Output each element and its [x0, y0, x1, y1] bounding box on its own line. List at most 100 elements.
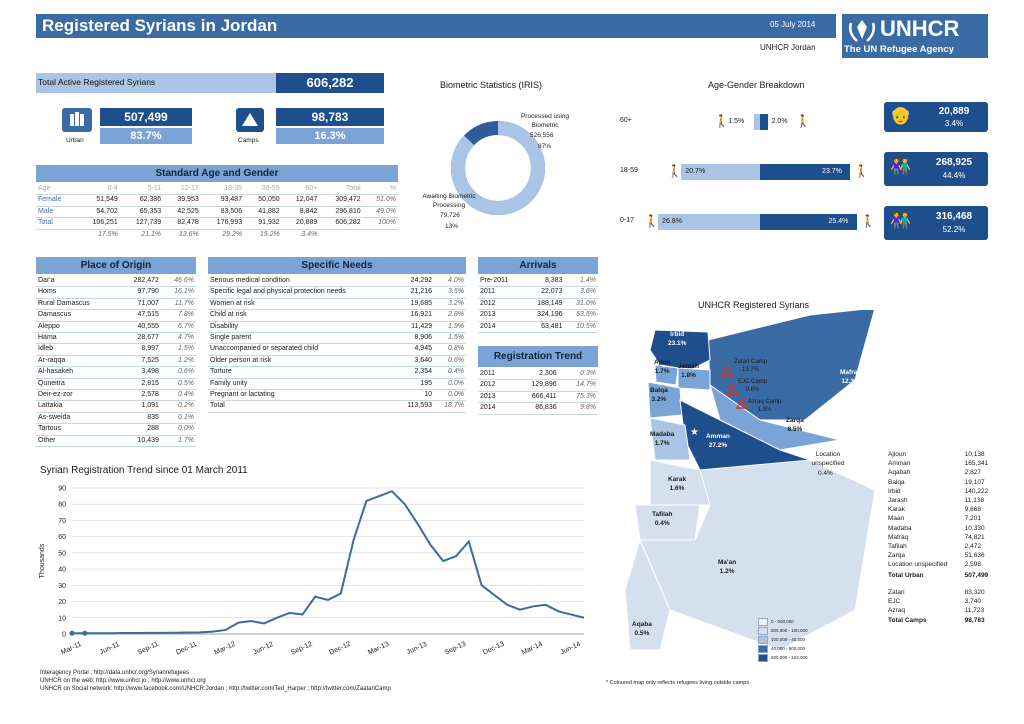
x-tick-label: Mar-12 — [213, 641, 236, 657]
cell: 11,723 — [964, 607, 985, 615]
cell: 1.5% — [434, 332, 466, 345]
line-chart-title: Syrian Registration Trend since 01 March… — [40, 465, 248, 476]
cell: 3.6% — [564, 286, 598, 299]
page-title: Registered Syrians in Jordan — [42, 16, 278, 35]
cell: 165,341 — [964, 460, 989, 468]
cell: 9.8% — [558, 402, 598, 415]
cell: 195 — [395, 378, 434, 391]
cell: 606,282 — [319, 217, 363, 230]
cell: 2.8% — [434, 309, 466, 322]
row-label: Female — [36, 194, 77, 207]
row-label: 2014 — [478, 402, 511, 415]
cell: 7.8% — [160, 309, 196, 322]
awaiting-value: 79,726 — [440, 212, 460, 219]
table-row: Female 51,549 62,386 39,953 93,487 50,05… — [36, 194, 398, 207]
cell — [319, 229, 362, 240]
jordan-map: ★ — [624, 310, 876, 651]
row-label: Zarqa — [888, 552, 905, 560]
legend-swatch — [758, 617, 768, 626]
map-region-label: Zarqa 8.5% — [786, 416, 804, 434]
row-label: 2011 — [478, 286, 524, 299]
breakdown-total-box: 👫 316,468 52.2% — [884, 206, 988, 240]
table-row: Other 10,439 1.7% — [36, 435, 196, 448]
row-label: Tartous — [36, 423, 118, 436]
cell: 2,827 — [964, 469, 981, 477]
table-row: EJC 3,740 — [886, 597, 996, 606]
origin-title: Place of Origin — [36, 257, 196, 274]
table-row: Deir-ez-zor 2,578 0.4% — [36, 389, 196, 402]
cell: 3,640 — [395, 355, 434, 368]
x-tick-label: Sep-11 — [137, 641, 160, 657]
table-row: Quneitra 2,815 0.5% — [36, 378, 196, 391]
row-label: Total Camps — [888, 617, 927, 625]
map-region-label: Madaba 1.7% — [650, 430, 674, 448]
cell: 835 — [117, 412, 161, 425]
x-tick-label: Jun-12 — [252, 641, 274, 656]
laurel-icon — [849, 20, 875, 42]
cell: 22,073 — [523, 286, 565, 299]
y-tick-label: 10 — [58, 615, 66, 622]
row-label: Mafraq — [888, 533, 909, 541]
row-label: Pre-2011 — [478, 276, 524, 288]
series-line — [72, 490, 585, 635]
row-label: Unaccompanied or separated child — [208, 343, 396, 356]
table-row: Rural Damascus 71,007 11.7% — [36, 298, 196, 311]
map-region-label: Karak 1.6% — [668, 475, 686, 493]
map-region-label: Mafraq 12.3% — [840, 368, 861, 386]
row-label: Serious medical condition — [208, 276, 396, 288]
camp-pct: 13.7% — [742, 367, 760, 373]
table-row: Tafilah 2,472 — [886, 542, 996, 551]
cell: 54,702 — [76, 206, 120, 219]
female-person-icon: 🚶 — [860, 214, 876, 228]
breakdown-total-value: 268,925 — [935, 157, 973, 168]
cell: 113,593 — [395, 400, 434, 413]
cell: 1.9% — [434, 321, 466, 334]
logo-subtitle: The UN Refugee Agency — [844, 44, 954, 55]
urban-value: 507,499 — [100, 108, 192, 126]
cell: 65,353 — [119, 206, 164, 219]
row-label: Total — [208, 400, 396, 413]
cell: 11,429 — [395, 321, 434, 334]
map-region-jerash — [677, 367, 711, 391]
footer-social: UNHCR on Social network: http://www.face… — [40, 686, 391, 692]
cell: 507,499 — [964, 571, 989, 579]
cell: 3.5% — [434, 286, 466, 299]
cell: 10,138 — [964, 451, 985, 458]
row-label: Deir-ez-zor — [36, 389, 118, 402]
map-labels: Irbid 23.1% Ajlun 1.7% Jerash 1.8% Balqa 3.2% Ma… — [610, 310, 890, 660]
row-label: Quneitra — [36, 378, 118, 391]
cell: 19,107 — [964, 478, 985, 486]
legend-item: 0 - 500,000 — [758, 617, 848, 626]
region-pct: 1.6% — [669, 485, 685, 492]
age-pct-row: 17.5% 21.1% 13.6% 29.2% 15.2% 3.4% — [36, 229, 398, 240]
row-label: Aleppo — [36, 321, 118, 334]
table-row: Damascus 47,515 7.8% — [36, 309, 196, 322]
y-tick-label: 60 — [58, 534, 66, 541]
table-row: Homs 97,790 16.1% — [36, 286, 196, 299]
breakdown-title: Age-Gender Breakdown — [708, 80, 805, 90]
breakdown-total-box: 👫 268,925 44.4% — [884, 152, 988, 186]
legend-label: 100,000 - 40,000 — [771, 637, 806, 642]
row-label: Amman — [888, 460, 911, 468]
row-label: Madaba — [888, 524, 912, 532]
region-pct: 27.2% — [708, 442, 728, 449]
cell: 11.7% — [160, 298, 196, 311]
row-label: Single parent — [208, 332, 396, 345]
x-tick-label: Mar-11 — [60, 641, 83, 657]
legend-label: 0 - 500,000 — [771, 619, 794, 624]
map-region-label: Amman 27.2% — [706, 432, 730, 450]
female-bar — [760, 164, 851, 180]
cell: 86,836 — [510, 402, 559, 415]
camps-pct: 16.3% — [276, 128, 384, 144]
age-header-cell: 60+ — [281, 184, 320, 196]
cell: 28,677 — [117, 332, 161, 345]
row-label: 2012 — [478, 379, 511, 392]
table-row: Pregnant or lactating 10 0.0% — [208, 389, 466, 402]
footer-portal: Interagency Portal : http://data.unhcr.o… — [40, 670, 190, 676]
cell: 21,216 — [395, 286, 434, 299]
processed-value: 526,556 — [530, 132, 554, 139]
cell: 62,386 — [119, 194, 164, 207]
male-person-icon: 🚶 — [714, 114, 730, 128]
report-date: 05 July 2014 — [770, 20, 816, 29]
cell: 0.0% — [160, 423, 196, 436]
